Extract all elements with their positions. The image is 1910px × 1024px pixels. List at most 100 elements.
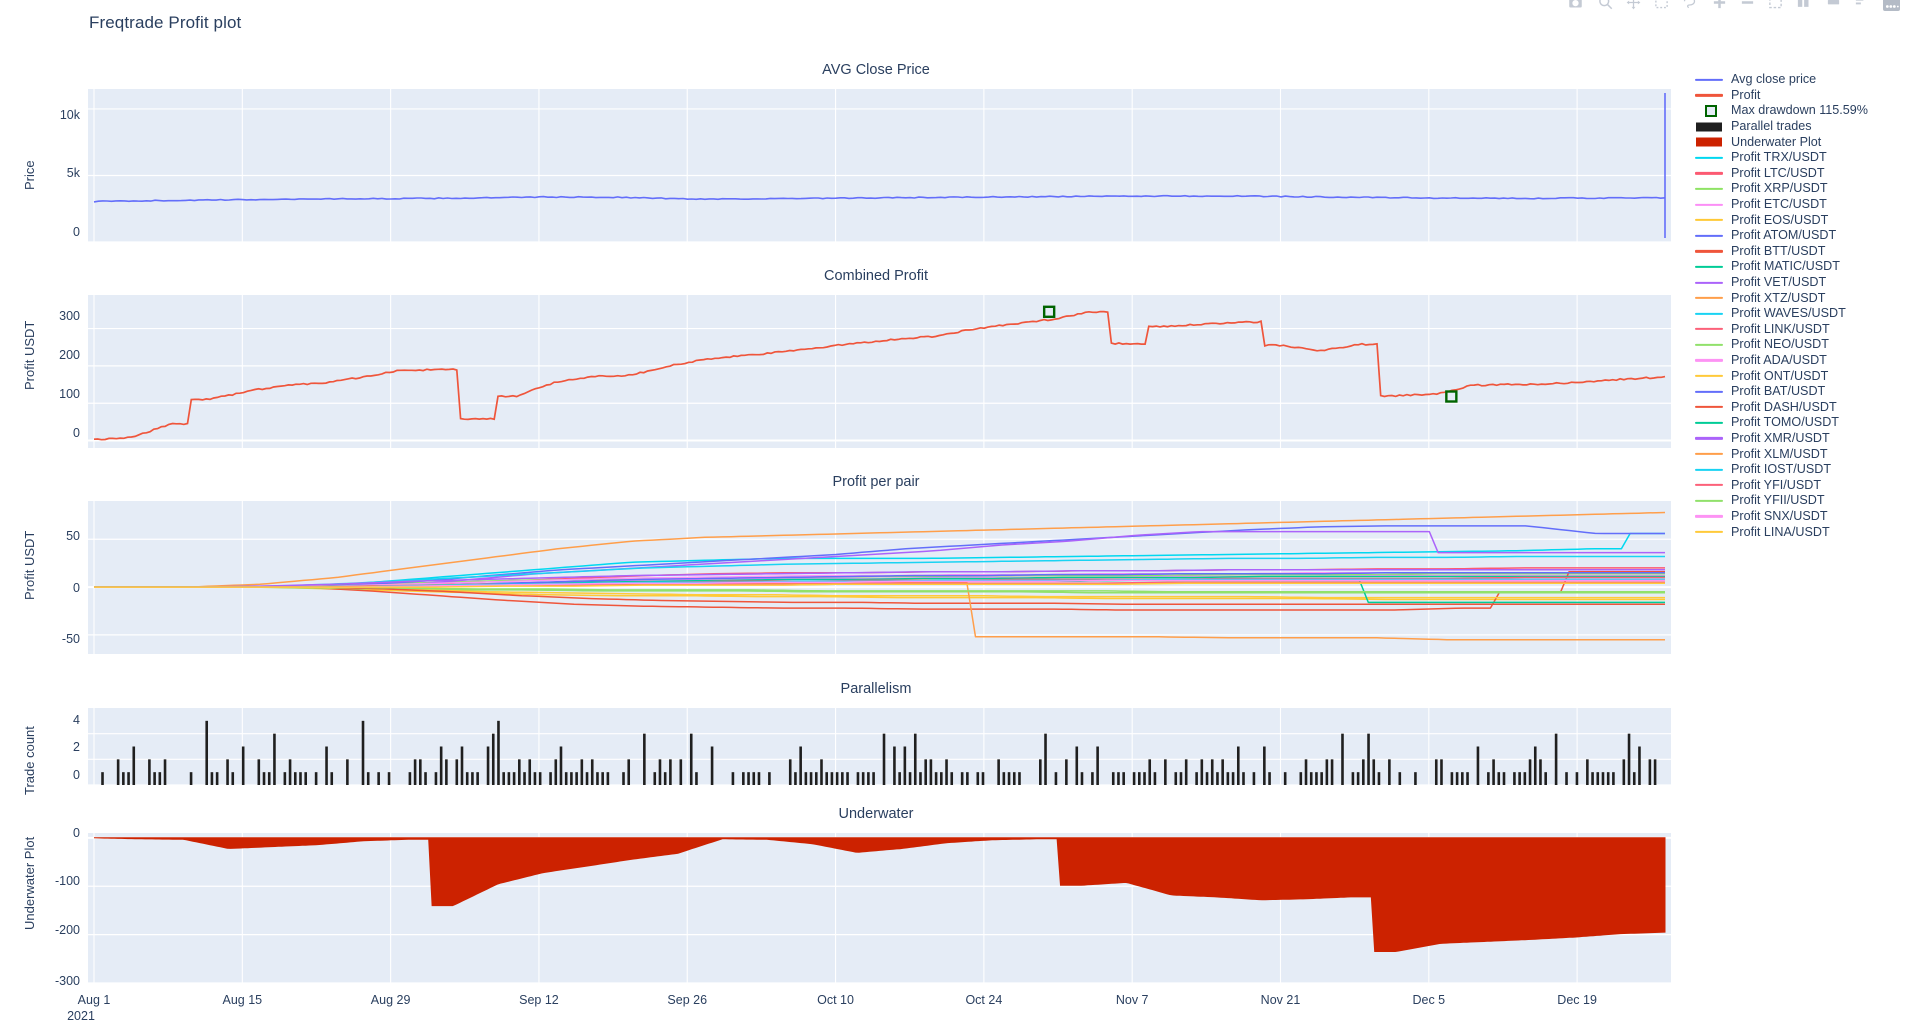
ytick-price-5k: 5k bbox=[66, 166, 80, 180]
series-profit-per-pair bbox=[88, 501, 1671, 654]
ytick-pair-minus50: -50 bbox=[61, 632, 80, 646]
reset-axes-icon[interactable] bbox=[1795, 0, 1812, 11]
legend-item-label: Profit TRX/USDT bbox=[1731, 150, 1827, 165]
yaxis-label-trade-count: Trade count bbox=[22, 726, 37, 795]
hover-compare-icon[interactable] bbox=[1853, 0, 1870, 11]
series-avg-close-price bbox=[88, 89, 1671, 243]
legend-item[interactable]: Max drawdown 115.59% bbox=[1694, 103, 1906, 119]
plot-area-parallelism[interactable] bbox=[88, 708, 1671, 785]
yaxis-label-price: Price bbox=[22, 160, 37, 190]
legend-item[interactable]: Profit MATIC/USDT bbox=[1694, 259, 1906, 275]
legend-item-label: Profit LINK/USDT bbox=[1731, 321, 1830, 336]
legend-item-label: Profit BAT/USDT bbox=[1731, 384, 1826, 399]
xaxis-year-label: 2021 bbox=[67, 1009, 95, 1023]
subplot-title-combined-profit: Combined Profit bbox=[824, 268, 928, 284]
legend-item[interactable]: Profit NEO/USDT bbox=[1694, 337, 1906, 353]
legend-item[interactable]: Profit TRX/USDT bbox=[1694, 150, 1906, 166]
zoom-icon[interactable] bbox=[1597, 0, 1614, 11]
chart-legend[interactable]: Avg close price Profit Max drawdown 115.59… bbox=[1694, 72, 1906, 540]
ytick-uw-minus300: -300 bbox=[54, 974, 80, 988]
ytick-trades-0: 0 bbox=[73, 768, 80, 782]
series-parallelism bbox=[88, 708, 1671, 786]
legend-item[interactable]: Underwater Plot bbox=[1694, 134, 1906, 150]
legend-item[interactable]: Profit IOST/USDT bbox=[1694, 462, 1906, 478]
legend-swatch-bar-icon bbox=[1694, 135, 1724, 149]
ytick-profit-300: 300 bbox=[59, 309, 80, 323]
plotly-modebar[interactable] bbox=[1567, 0, 1900, 11]
legend-item-label: Profit ADA/USDT bbox=[1731, 352, 1827, 367]
plot-area-combined-profit[interactable] bbox=[88, 295, 1671, 448]
ytick-price-0: 0 bbox=[73, 225, 80, 239]
legend-item[interactable]: Profit LINK/USDT bbox=[1694, 322, 1906, 338]
legend-item-label: Profit LTC/USDT bbox=[1731, 165, 1825, 180]
xaxis-tick-label: Sep 26 bbox=[667, 993, 708, 1007]
legend-item[interactable]: Profit ETC/USDT bbox=[1694, 197, 1906, 213]
modebar-group-scale[interactable] bbox=[1711, 0, 1812, 11]
legend-swatch-line-icon bbox=[1694, 182, 1724, 196]
legend-item[interactable]: Profit DASH/USDT bbox=[1694, 399, 1906, 415]
legend-item[interactable]: Profit BAT/USDT bbox=[1694, 384, 1906, 400]
ytick-profit-0: 0 bbox=[73, 426, 80, 440]
legend-swatch-line-icon bbox=[1694, 509, 1724, 523]
toggle-spikelines-icon[interactable] bbox=[1825, 0, 1842, 11]
legend-item[interactable]: Profit SNX/USDT bbox=[1694, 509, 1906, 525]
lasso-select-icon[interactable] bbox=[1681, 0, 1698, 11]
modebar-group-logo[interactable] bbox=[1883, 0, 1900, 11]
legend-item[interactable]: Profit LTC/USDT bbox=[1694, 166, 1906, 182]
legend-item[interactable]: Profit YFII/USDT bbox=[1694, 493, 1906, 509]
series-combined-profit bbox=[88, 295, 1671, 448]
legend-item-label: Avg close price bbox=[1731, 72, 1817, 87]
legend-swatch-line-icon bbox=[1694, 244, 1724, 258]
ytick-trades-2: 2 bbox=[73, 740, 80, 754]
legend-item[interactable]: Profit XTZ/USDT bbox=[1694, 290, 1906, 306]
camera-icon[interactable] bbox=[1567, 0, 1584, 11]
legend-item[interactable]: Profit WAVES/USDT bbox=[1694, 306, 1906, 322]
legend-swatch-line-icon bbox=[1694, 525, 1724, 539]
legend-item[interactable]: Profit BTT/USDT bbox=[1694, 244, 1906, 260]
legend-swatch-line-icon bbox=[1694, 213, 1724, 227]
legend-item[interactable]: Profit VET/USDT bbox=[1694, 275, 1906, 291]
plotly-logo-icon[interactable] bbox=[1883, 0, 1900, 11]
page-title: Freqtrade Profit plot bbox=[89, 13, 242, 32]
legend-item-label: Profit DASH/USDT bbox=[1731, 399, 1837, 414]
modebar-group-download[interactable] bbox=[1567, 0, 1584, 11]
box-select-icon[interactable] bbox=[1653, 0, 1670, 11]
legend-item-label: Profit ETC/USDT bbox=[1731, 197, 1827, 212]
ytick-uw-minus200: -200 bbox=[54, 923, 80, 937]
legend-item[interactable]: Profit LINA/USDT bbox=[1694, 524, 1906, 540]
modebar-group-hover[interactable] bbox=[1825, 0, 1870, 11]
legend-item[interactable]: Profit TOMO/USDT bbox=[1694, 415, 1906, 431]
zoom-in-icon[interactable] bbox=[1711, 0, 1728, 11]
series-underwater bbox=[88, 833, 1671, 984]
legend-item[interactable]: Profit XLM/USDT bbox=[1694, 446, 1906, 462]
legend-item[interactable]: Avg close price bbox=[1694, 72, 1906, 88]
legend-item[interactable]: Profit XRP/USDT bbox=[1694, 181, 1906, 197]
legend-item-label: Profit BTT/USDT bbox=[1731, 243, 1826, 258]
legend-swatch-line-icon bbox=[1694, 260, 1724, 274]
legend-item-label: Profit XLM/USDT bbox=[1731, 446, 1828, 461]
xaxis-tick-label: Nov 21 bbox=[1260, 993, 1301, 1007]
ytick-profit-200: 200 bbox=[59, 348, 80, 362]
legend-item[interactable]: Profit YFI/USDT bbox=[1694, 477, 1906, 493]
legend-swatch-line-icon bbox=[1694, 478, 1724, 492]
legend-item[interactable]: Profit ATOM/USDT bbox=[1694, 228, 1906, 244]
zoom-out-icon[interactable] bbox=[1739, 0, 1756, 11]
legend-item-label: Profit bbox=[1731, 87, 1761, 102]
legend-swatch-line-icon bbox=[1694, 151, 1724, 165]
legend-item[interactable]: Profit EOS/USDT bbox=[1694, 212, 1906, 228]
legend-item[interactable]: Profit ONT/USDT bbox=[1694, 368, 1906, 384]
legend-item[interactable]: Parallel trades bbox=[1694, 119, 1906, 135]
legend-swatch-line-icon bbox=[1694, 166, 1724, 180]
legend-item[interactable]: Profit bbox=[1694, 88, 1906, 104]
legend-swatch-line-icon bbox=[1694, 447, 1724, 461]
modebar-group-zoompan[interactable] bbox=[1597, 0, 1698, 11]
ytick-trades-4: 4 bbox=[73, 713, 80, 727]
legend-item-label: Profit LINA/USDT bbox=[1731, 524, 1830, 539]
autoscale-icon[interactable] bbox=[1767, 0, 1784, 11]
pan-icon[interactable] bbox=[1625, 0, 1642, 11]
legend-swatch-line-icon bbox=[1694, 494, 1724, 508]
legend-item[interactable]: Profit XMR/USDT bbox=[1694, 431, 1906, 447]
legend-item[interactable]: Profit ADA/USDT bbox=[1694, 353, 1906, 369]
plot-area-avg-close-price[interactable] bbox=[88, 89, 1671, 242]
ytick-pair-0: 0 bbox=[73, 581, 80, 595]
